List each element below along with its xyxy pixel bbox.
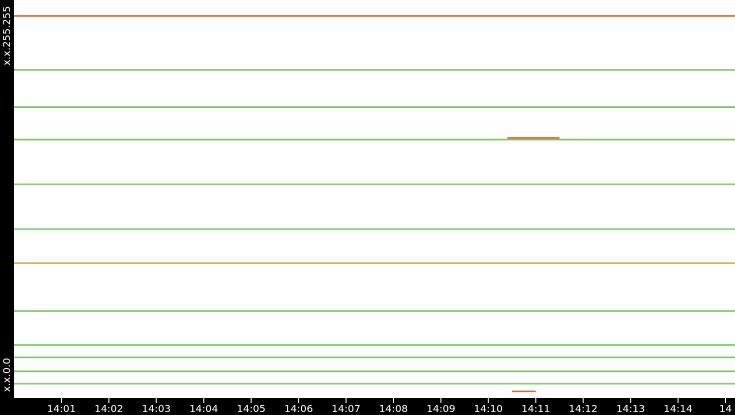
x-tick-label: 14:10: [474, 404, 503, 415]
y-axis-strip: [0, 0, 14, 398]
x-tick-label: 14:05: [237, 404, 266, 415]
x-tick-label: 14:03: [142, 404, 171, 415]
x-tick-label: 14:04: [189, 404, 218, 415]
x-tick-label: 14:14: [664, 404, 693, 415]
x-tick-label: 14: [719, 404, 732, 415]
y-tick-label: x.x.0.0: [2, 358, 13, 392]
x-tick-label: 14:01: [47, 404, 76, 415]
x-tick-label: 14:13: [616, 404, 645, 415]
x-axis-strip: [0, 398, 735, 415]
x-tick-label: 14:12: [569, 404, 598, 415]
x-tick-label: 14:11: [521, 404, 550, 415]
x-tick-label: 14:02: [94, 404, 123, 415]
x-tick-label: 14:06: [284, 404, 313, 415]
x-tick-label: 14:07: [332, 404, 361, 415]
y-tick-label: x.x.255.255: [2, 6, 13, 66]
x-tick-label: 14:08: [379, 404, 408, 415]
x-tick-label: 14:09: [426, 404, 455, 415]
